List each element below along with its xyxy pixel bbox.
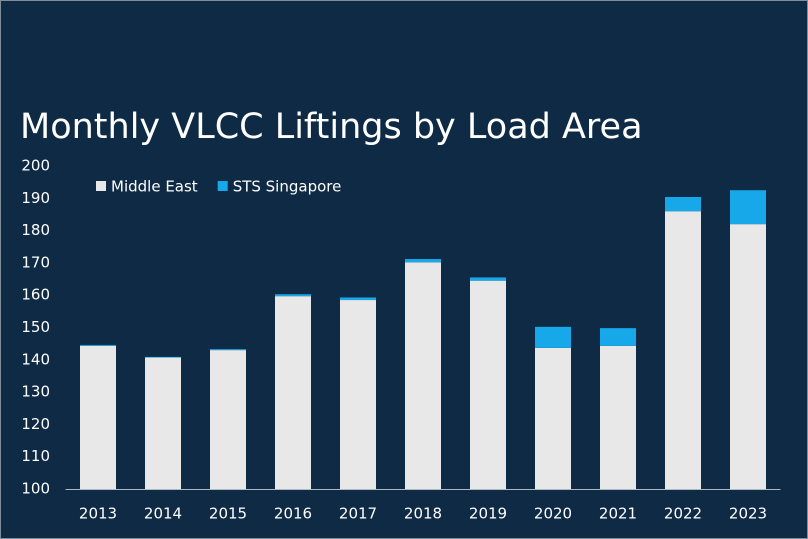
y-tick-label: 100 — [21, 480, 50, 498]
bar-segment — [535, 326, 571, 348]
bar-segment — [665, 211, 701, 489]
x-tick-label: 2016 — [274, 505, 312, 523]
bar-segment — [730, 224, 766, 489]
bar-segment — [275, 296, 311, 489]
bar-segment — [665, 197, 701, 212]
bar-segment — [145, 357, 181, 489]
chart-title: Monthly VLCC Liftings by Load Area — [20, 107, 643, 147]
y-tick-label: 180 — [21, 221, 50, 239]
bar-segment — [210, 349, 246, 351]
bar-segment — [340, 297, 376, 301]
x-tick-label: 2017 — [339, 505, 377, 523]
bar-segment — [80, 345, 116, 489]
bar-segment — [600, 345, 636, 489]
bar-segment — [340, 300, 376, 489]
y-tick-label: 200 — [21, 157, 50, 175]
bar-segment — [80, 344, 116, 346]
x-tick-label: 2018 — [404, 505, 442, 523]
bar-segment — [730, 190, 766, 225]
bar-segment — [600, 328, 636, 346]
bar-segment — [405, 262, 441, 489]
y-tick-label: 190 — [21, 189, 50, 207]
bar-segment — [210, 350, 246, 489]
y-tick-label: 130 — [21, 383, 50, 401]
legend-label: Middle East — [111, 178, 198, 196]
bar-segment — [145, 356, 181, 358]
y-tick-label: 140 — [21, 350, 50, 368]
y-tick-label: 150 — [21, 318, 50, 336]
x-tick-label: 2021 — [599, 505, 637, 523]
x-tick-label: 2019 — [469, 505, 507, 523]
y-tick-label: 160 — [21, 286, 50, 304]
bar-segment — [275, 294, 311, 297]
x-tick-label: 2022 — [664, 505, 702, 523]
y-tick-label: 120 — [21, 415, 50, 433]
bar-segment — [470, 277, 506, 281]
legend-swatch — [96, 181, 106, 191]
legend-swatch — [217, 181, 228, 191]
x-tick-label: 2014 — [144, 505, 182, 523]
y-tick-label: 110 — [21, 447, 50, 465]
legend-label: STS Singapore — [233, 178, 342, 196]
y-tick-label: 170 — [21, 253, 50, 271]
bar-segment — [535, 347, 571, 489]
x-tick-label: 2015 — [209, 505, 247, 523]
x-tick-label: 2023 — [729, 505, 767, 523]
x-tick-label: 2020 — [534, 505, 572, 523]
bar-segment — [405, 259, 441, 263]
bar-segment — [470, 280, 506, 489]
x-tick-label: 2013 — [79, 505, 117, 523]
